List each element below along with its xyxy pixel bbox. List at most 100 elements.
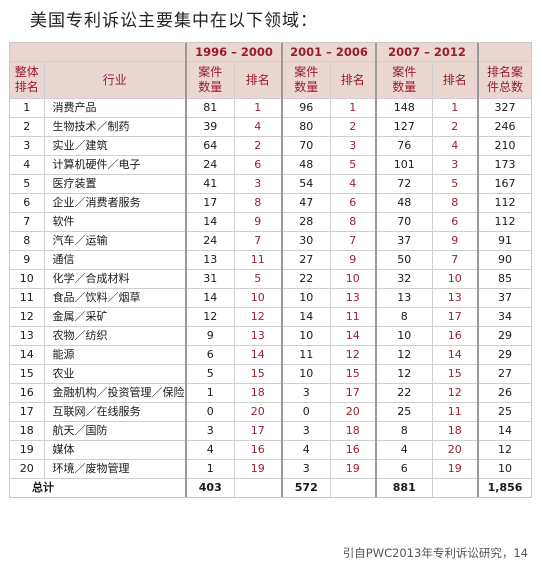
case-count-cell-3: 12 [375, 364, 432, 384]
industry-cell: 环境／废物管理 [43, 459, 186, 479]
case-count-cell-2: 48 [281, 155, 330, 175]
rank-cell-3: 11 [431, 402, 478, 422]
rank-cell-1: 11 [233, 250, 282, 270]
rank-cell-2: 8 [329, 212, 376, 232]
rank-cell-3: 7 [431, 250, 478, 270]
rank-cell-3: 15 [431, 364, 478, 384]
rank-cell-2: 18 [329, 421, 376, 441]
table-row: 13 农物／纺织 9 13 10 14 10 16 29 [10, 326, 531, 346]
case-count-cell-2: 10 [281, 364, 330, 384]
case-count-cell-2: 10 [281, 288, 330, 308]
industry-cell: 消费产品 [43, 98, 186, 118]
rank-header-3: 排名 [431, 61, 478, 99]
case-count-cell-3: 32 [375, 269, 432, 289]
rank-cell-3: 19 [431, 459, 478, 479]
rank-cell-2: 9 [329, 250, 376, 270]
case-count-cell-3: 48 [375, 193, 432, 213]
case-count-cell-3: 72 [375, 174, 432, 194]
rank-cell-2: 19 [329, 459, 376, 479]
rank-cell-1: 7 [233, 231, 282, 251]
table-row: 7 软件 14 9 28 8 70 6 112 [10, 212, 531, 232]
overall-rank-cell: 8 [10, 231, 44, 251]
overall-rank-cell: 20 [10, 459, 44, 479]
overall-rank-cell: 11 [10, 288, 44, 308]
rank-cell-3: 13 [431, 288, 478, 308]
rank-total-cell: 25 [477, 402, 531, 422]
rank-cell-2: 15 [329, 364, 376, 384]
table-row: 12 金属／采矿 12 12 14 11 8 17 34 [10, 307, 531, 327]
industry-cell: 计算机硬件／电子 [43, 155, 186, 175]
table-row: 15 农业 5 15 10 15 12 15 27 [10, 364, 531, 384]
case-count-cell-2: 10 [281, 326, 330, 346]
table-row: 8 汽车／运输 24 7 30 7 37 9 91 [10, 231, 531, 251]
case-count-cell-1: 24 [185, 155, 234, 175]
overall-rank-cell: 18 [10, 421, 44, 441]
rank-cell-3: 9 [431, 231, 478, 251]
overall-rank-cell: 3 [10, 136, 44, 156]
case-count-cell-3: 70 [375, 212, 432, 232]
rank-cell-1: 14 [233, 345, 282, 365]
totals-cases-2: 572 [281, 478, 330, 497]
rank-header-2: 排名 [329, 61, 376, 99]
case-count-header-2: 案件 数量 [281, 61, 330, 99]
rank-cell-2: 1 [329, 98, 376, 118]
table-row: 20 环境／废物管理 1 19 3 19 6 19 10 [10, 459, 531, 479]
industry-cell: 实业／建筑 [43, 136, 186, 156]
rank-total-cell: 112 [477, 212, 531, 232]
rank-total-cell: 34 [477, 307, 531, 327]
rank-cell-2: 6 [329, 193, 376, 213]
industry-cell: 通信 [43, 250, 186, 270]
rank-total-cell: 14 [477, 421, 531, 441]
rank-cell-1: 2 [233, 136, 282, 156]
rank-cell-3: 17 [431, 307, 478, 327]
rank-cell-2: 4 [329, 174, 376, 194]
rank-cell-3: 16 [431, 326, 478, 346]
table-row: 3 实业／建筑 64 2 70 3 76 4 210 [10, 136, 531, 156]
case-count-cell-3: 8 [375, 421, 432, 441]
case-count-cell-3: 127 [375, 117, 432, 137]
rank-cell-2: 17 [329, 383, 376, 403]
rank-cell-1: 1 [233, 98, 282, 118]
case-count-cell-2: 3 [281, 421, 330, 441]
industry-cell: 医疗装置 [43, 174, 186, 194]
case-count-cell-2: 4 [281, 440, 330, 460]
rank-cell-2: 11 [329, 307, 376, 327]
rank-cell-1: 20 [233, 402, 282, 422]
overall-rank-cell: 14 [10, 345, 44, 365]
table-row: 2 生物技术／制药 39 4 80 2 127 2 246 [10, 117, 531, 137]
case-count-cell-2: 28 [281, 212, 330, 232]
rank-cell-1: 13 [233, 326, 282, 346]
rank-cell-2: 16 [329, 440, 376, 460]
rank-total-cell: 167 [477, 174, 531, 194]
rank-cell-3: 12 [431, 383, 478, 403]
rank-total-cell: 26 [477, 383, 531, 403]
rank-cell-3: 2 [431, 117, 478, 137]
industry-cell: 金融机构／投资管理／保险 [43, 383, 186, 403]
rank-cell-2: 10 [329, 269, 376, 289]
rank-cell-1: 3 [233, 174, 282, 194]
rank-cell-1: 6 [233, 155, 282, 175]
rank-cell-1: 16 [233, 440, 282, 460]
rank-cell-3: 6 [431, 212, 478, 232]
case-count-cell-3: 76 [375, 136, 432, 156]
overall-rank-cell: 19 [10, 440, 44, 460]
table-row: 1 消费产品 81 1 96 1 148 1 327 [10, 98, 531, 118]
rank-total-cell: 10 [477, 459, 531, 479]
table-row: 14 能源 6 14 11 12 12 14 29 [10, 345, 531, 365]
rank-total-cell: 12 [477, 440, 531, 460]
case-count-cell-1: 9 [185, 326, 234, 346]
case-count-cell-3: 37 [375, 231, 432, 251]
rank-cell-1: 17 [233, 421, 282, 441]
case-count-cell-2: 47 [281, 193, 330, 213]
industry-cell: 生物技术／制药 [43, 117, 186, 137]
rank-total-cell: 37 [477, 288, 531, 308]
rank-total-cell: 246 [477, 117, 531, 137]
rank-total-cell: 90 [477, 250, 531, 270]
rank-cell-2: 7 [329, 231, 376, 251]
overall-rank-cell: 4 [10, 155, 44, 175]
case-count-cell-1: 5 [185, 364, 234, 384]
totals-cases-1: 403 [185, 478, 234, 497]
table-row: 19 媒体 4 16 4 16 4 20 12 [10, 440, 531, 460]
case-count-cell-3: 25 [375, 402, 432, 422]
case-count-cell-2: 11 [281, 345, 330, 365]
